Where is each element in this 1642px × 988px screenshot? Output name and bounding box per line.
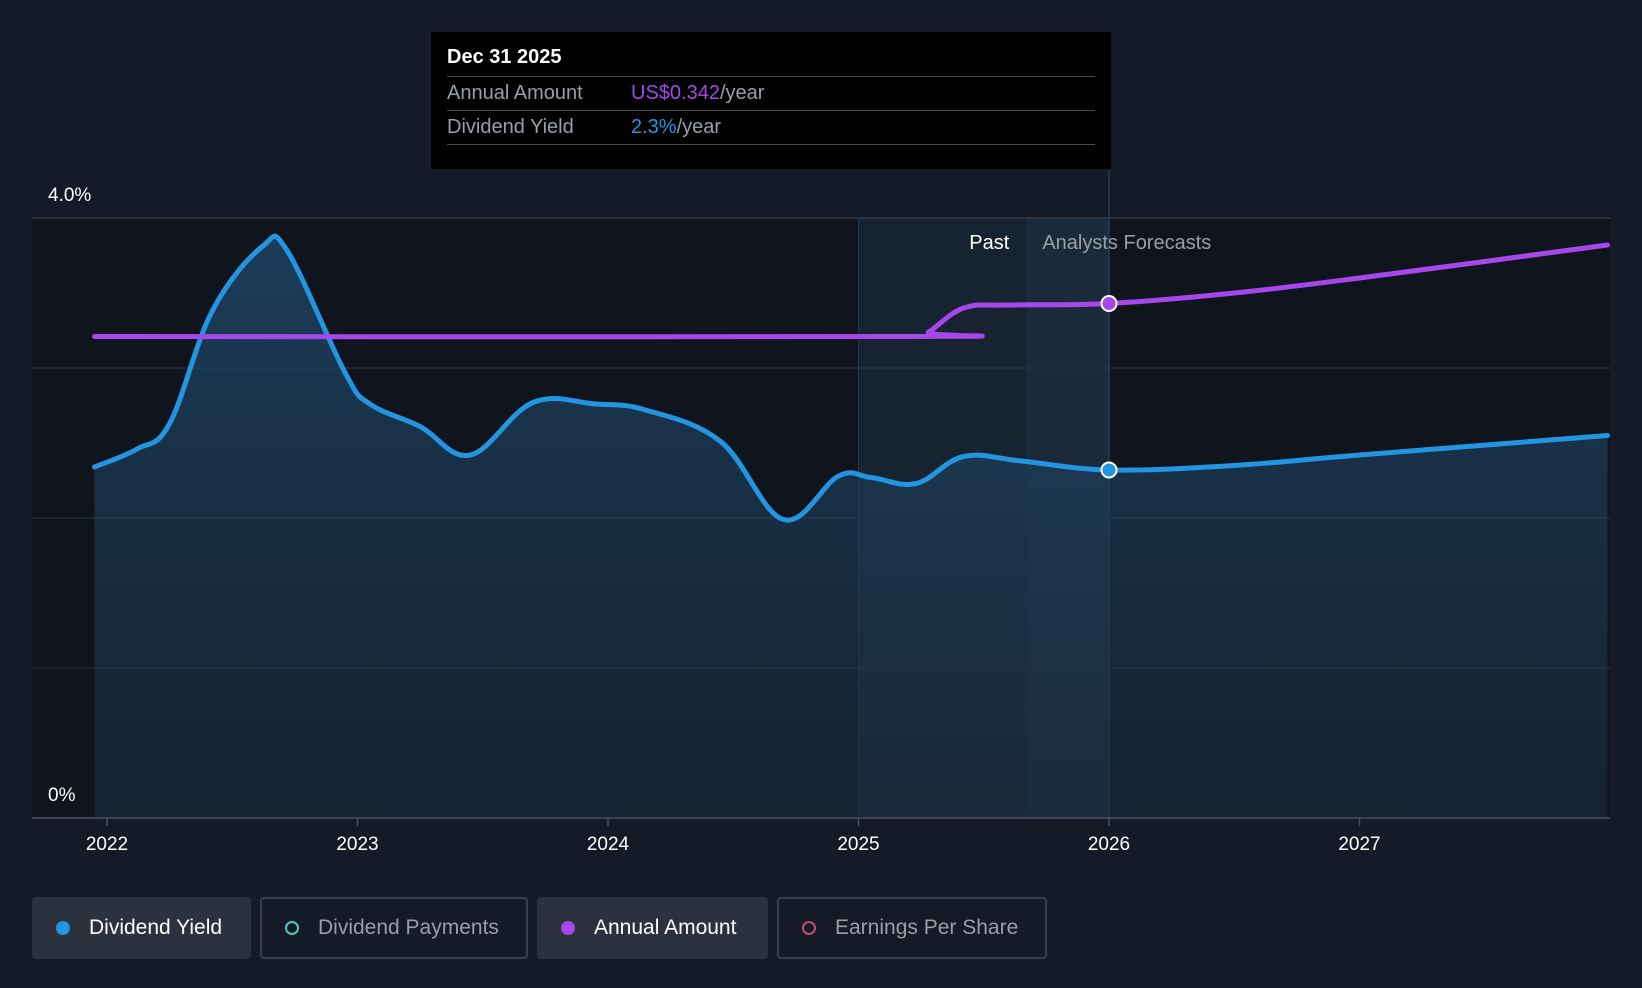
x-tick-label: 2022 [86,834,128,855]
y-tick-label-top: 4.0% [48,185,91,206]
tooltip-row-dividend-yield: Dividend Yield 2.3% /year [447,110,1095,145]
y-tick-label-bottom: 0% [48,785,76,806]
x-tick-label: 2027 [1338,834,1380,855]
dividend-yield-area [94,236,1608,818]
legend-label: Dividend Payments [318,916,499,939]
tooltip-unit: /year [719,82,765,104]
legend-earnings-per-share[interactable]: Earnings Per Share [777,897,1047,959]
tooltip-value: 2.3% [631,116,677,138]
filled-circle-icon [56,921,70,935]
hollow-circle-icon [285,921,299,935]
annual-amount-highlight-point [1100,295,1118,312]
legend-label: Annual Amount [594,916,737,939]
tooltip-key: Annual Amount [447,82,583,104]
past-label: Past [969,232,1009,254]
x-tick-label: 2023 [336,834,378,855]
dividend-yield-highlight-point [1100,461,1118,479]
hollow-circle-icon [802,921,816,935]
legend-label: Earnings Per Share [835,916,1019,939]
legend: Dividend Yield Dividend Payments Annual … [32,897,1047,959]
annual-amount-line [91,242,1610,340]
tooltip-row-annual-amount: Annual Amount US$0.342 /year [447,76,1095,110]
x-tick-label: 2025 [837,834,879,855]
tooltip-key: Dividend Yield [447,116,574,138]
tooltip-date: Dec 31 2025 [447,46,562,68]
tooltip-value: US$0.342 [631,82,720,104]
legend-dividend-payments[interactable]: Dividend Payments [260,897,528,959]
x-tick-label: 2026 [1088,834,1130,855]
analysts-forecasts-label: Analysts Forecasts [1042,232,1211,254]
tooltip: Dec 31 2025 Annual Amount US$0.342 /year… [431,32,1111,169]
legend-dividend-yield[interactable]: Dividend Yield [32,897,251,959]
legend-label: Dividend Yield [89,916,223,939]
x-tick-label: 2024 [587,834,630,855]
filled-circle-icon [561,921,575,935]
tooltip-unit: /year [676,116,722,138]
legend-annual-amount[interactable]: Annual Amount [537,897,768,959]
